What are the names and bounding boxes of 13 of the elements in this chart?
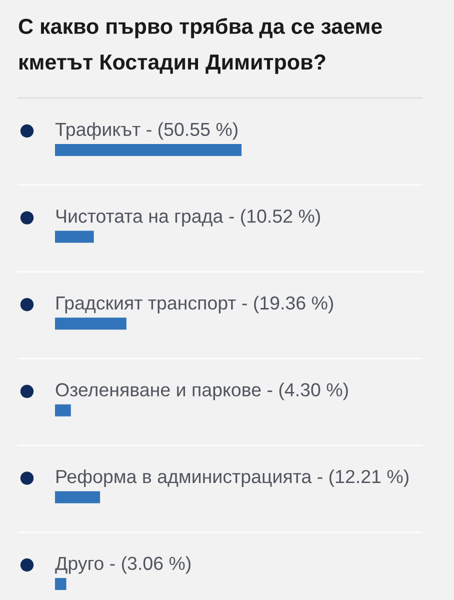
data-label: Трафикът - (50.55 %) [55,122,238,140]
data-label: Градският транспорт - (19.36 %) [56,296,334,314]
bar [55,230,94,243]
data-label: Реформа в администрацията - (12.21 %) [56,469,408,487]
data-label: Чистотата на града - (10.52 %) [56,209,320,227]
chart-title: С какво първо трябва да се заеме кметът Костадин Димитров? [18,18,382,74]
bar [55,491,100,504]
bar [55,578,66,590]
bar [55,318,126,330]
bar [55,404,71,416]
bar [55,144,242,156]
data-label: Озеленяване и паркове - (4.30 %) [56,382,348,400]
data-label: Друго - (3.06 %) [55,556,190,574]
